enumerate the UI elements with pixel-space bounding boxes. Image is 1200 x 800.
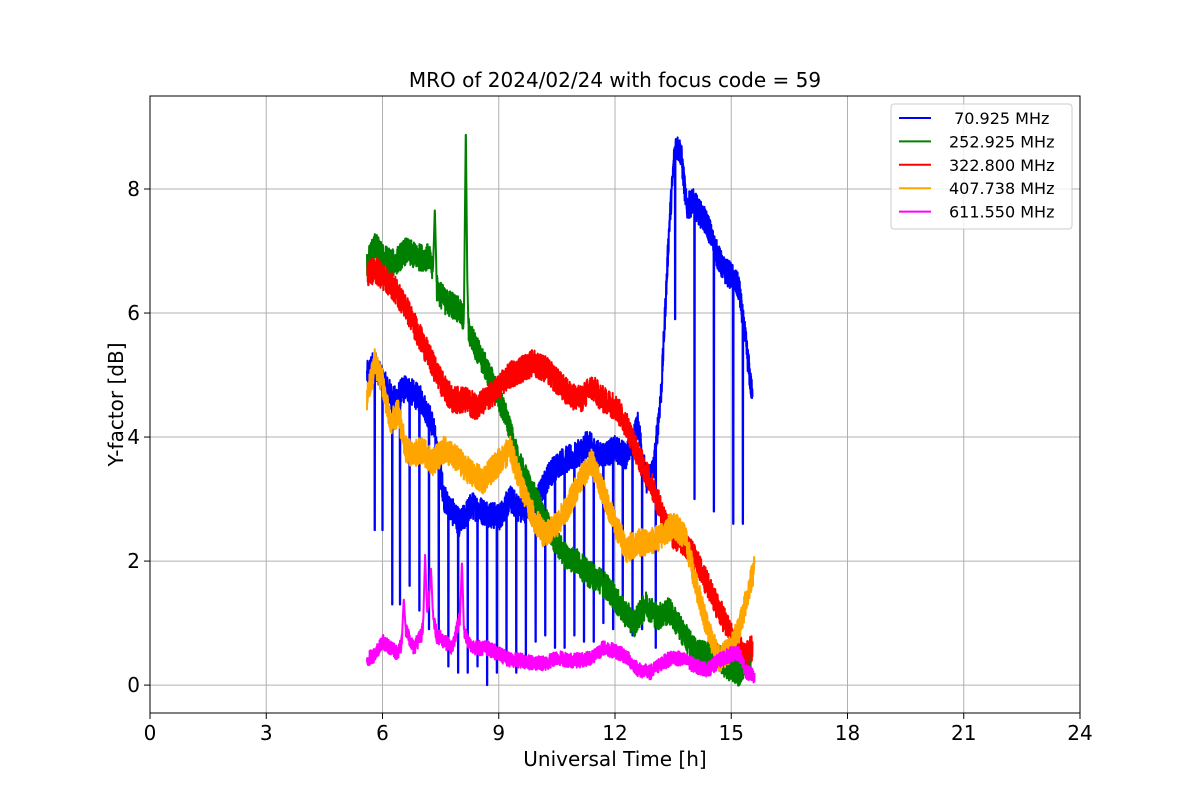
- legend-label: 70.925 MHz: [949, 109, 1049, 128]
- x-tick-label: 15: [719, 721, 744, 745]
- legend-entry: 252.925 MHz: [899, 132, 1054, 151]
- y-tick-label: 6: [127, 301, 140, 325]
- y-tick-label: 2: [127, 549, 140, 573]
- series-line: [366, 553, 756, 684]
- y-tick-label: 4: [127, 425, 140, 449]
- x-axis-label: Universal Time [h]: [523, 747, 706, 771]
- legend: 70.925 MHz 252.925 MHz 322.800 MHz 407.738 …: [890, 103, 1073, 230]
- x-tick-label: 12: [602, 721, 627, 745]
- x-tick-label: 3: [260, 721, 273, 745]
- x-tick-label: 21: [951, 721, 976, 745]
- series-3: [366, 348, 756, 673]
- y-axis-label: Y-factor [dB]: [104, 342, 128, 467]
- x-tick-label: 6: [376, 721, 389, 745]
- chart-title: MRO of 2024/02/24 with focus code = 59: [409, 68, 821, 92]
- x-tick-label: 18: [835, 721, 860, 745]
- legend-entry: 322.800 MHz: [899, 156, 1054, 175]
- legend-label: 252.925 MHz: [949, 132, 1054, 151]
- x-tick-label: 24: [1067, 721, 1092, 745]
- legend-entry: 70.925 MHz: [899, 109, 1049, 128]
- series-line: [366, 136, 754, 687]
- legend-label: 407.738 MHz: [949, 179, 1054, 198]
- legend-label: 322.800 MHz: [949, 156, 1054, 175]
- x-tick-label: 9: [492, 721, 505, 745]
- legend-label: 611.550 MHz: [949, 203, 1054, 222]
- legend-entry: 407.738 MHz: [899, 179, 1054, 198]
- legend-box: [890, 103, 1073, 230]
- series-1: [366, 133, 752, 687]
- series-line: [366, 348, 756, 673]
- x-tick-label: 0: [144, 721, 157, 745]
- series-line: [366, 133, 752, 687]
- y-tick-label: 0: [127, 673, 140, 697]
- series-4: [366, 553, 756, 684]
- series-0: [366, 136, 754, 687]
- legend-entry: 611.550 MHz: [899, 203, 1054, 222]
- series-layer: [366, 133, 756, 687]
- y-tick-label: 8: [127, 177, 140, 201]
